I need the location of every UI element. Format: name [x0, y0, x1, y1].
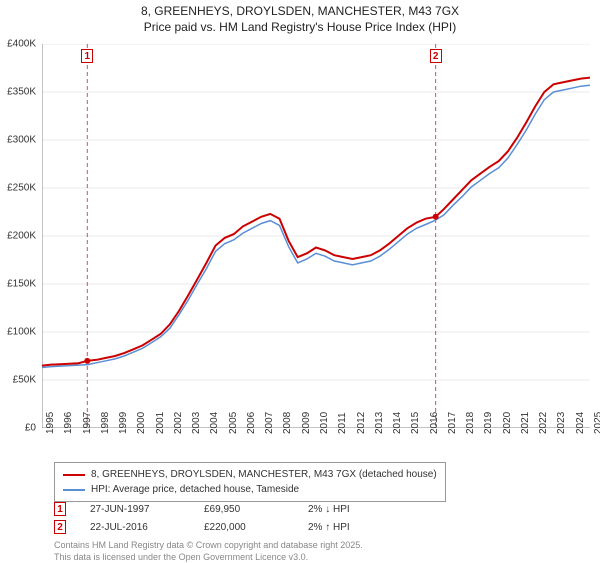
x-axis-label: 2018 [465, 412, 476, 434]
legend-swatch [63, 474, 85, 476]
y-axis-label: £400K [7, 39, 36, 50]
x-axis-label: 2017 [447, 412, 458, 434]
transaction-badge: 2 [54, 520, 66, 534]
transaction-delta: 2% ↓ HPI [308, 504, 350, 515]
title-block: 8, GREENHEYS, DROYLSDEN, MANCHESTER, M43… [0, 0, 600, 35]
x-axis-label: 2025 [593, 412, 600, 434]
x-axis-label: 2024 [575, 412, 586, 434]
y-axis-label: £150K [7, 279, 36, 290]
legend-item: HPI: Average price, detached house, Tame… [63, 482, 437, 497]
x-axis-label: 2006 [246, 412, 257, 434]
x-axis-label: 1999 [118, 412, 129, 434]
x-axis-label: 2023 [556, 412, 567, 434]
x-axis-label: 2009 [301, 412, 312, 434]
chart-area: £0£50K£100K£150K£200K£250K£300K£350K£400… [42, 44, 590, 428]
legend-swatch [63, 489, 85, 491]
x-axis-label: 2007 [264, 412, 275, 434]
legend: 8, GREENHEYS, DROYLSDEN, MANCHESTER, M43… [54, 462, 446, 502]
x-axis-label: 2004 [209, 412, 220, 434]
x-axis-label: 2020 [502, 412, 513, 434]
chart-marker-badge: 1 [81, 49, 93, 63]
x-axis-label: 2019 [483, 412, 494, 434]
x-axis-label: 1998 [100, 412, 111, 434]
attribution-line-1: Contains HM Land Registry data © Crown c… [54, 540, 363, 552]
x-axis-label: 2014 [392, 412, 403, 434]
x-axis-label: 2021 [520, 412, 531, 434]
transaction-price: £69,950 [204, 504, 284, 515]
y-axis-label: £0 [25, 423, 36, 434]
legend-label: HPI: Average price, detached house, Tame… [91, 482, 299, 497]
x-axis-label: 2012 [356, 412, 367, 434]
x-axis-label: 2011 [337, 412, 348, 434]
transaction-delta: 2% ↑ HPI [308, 522, 350, 533]
chart-marker-badge: 2 [430, 49, 442, 63]
transaction-badge: 1 [54, 502, 66, 516]
legend-item: 8, GREENHEYS, DROYLSDEN, MANCHESTER, M43… [63, 467, 437, 482]
transaction-row: 2 22-JUL-2016 £220,000 2% ↑ HPI [54, 520, 350, 534]
y-axis-label: £50K [13, 375, 36, 386]
transaction-date: 27-JUN-1997 [90, 504, 180, 515]
y-axis-label: £350K [7, 87, 36, 98]
x-axis-label: 2016 [429, 412, 440, 434]
y-axis-label: £100K [7, 327, 36, 338]
price-chart [42, 44, 590, 428]
x-axis-label: 2002 [173, 412, 184, 434]
x-axis-label: 2010 [319, 412, 330, 434]
y-axis-label: £300K [7, 135, 36, 146]
chart-container: 8, GREENHEYS, DROYLSDEN, MANCHESTER, M43… [0, 0, 600, 560]
y-axis-label: £250K [7, 183, 36, 194]
x-axis-label: 2022 [538, 412, 549, 434]
x-axis-label: 2001 [155, 412, 166, 434]
x-axis-label: 1995 [45, 412, 56, 434]
x-axis-label: 2005 [228, 412, 239, 434]
transaction-row: 1 27-JUN-1997 £69,950 2% ↓ HPI [54, 502, 350, 516]
x-axis-label: 2003 [191, 412, 202, 434]
title-line-2: Price paid vs. HM Land Registry's House … [0, 20, 600, 36]
attribution-line-2: This data is licensed under the Open Gov… [54, 552, 363, 563]
legend-label: 8, GREENHEYS, DROYLSDEN, MANCHESTER, M43… [91, 467, 437, 482]
x-axis-label: 2008 [282, 412, 293, 434]
transaction-date: 22-JUL-2016 [90, 522, 180, 533]
x-axis-label: 2015 [410, 412, 421, 434]
y-axis-label: £200K [7, 231, 36, 242]
x-axis-label: 1996 [63, 412, 74, 434]
x-axis-label: 1997 [82, 412, 93, 434]
title-line-1: 8, GREENHEYS, DROYLSDEN, MANCHESTER, M43… [0, 4, 600, 20]
x-axis-label: 2013 [374, 412, 385, 434]
transaction-price: £220,000 [204, 522, 284, 533]
x-axis-label: 2000 [136, 412, 147, 434]
